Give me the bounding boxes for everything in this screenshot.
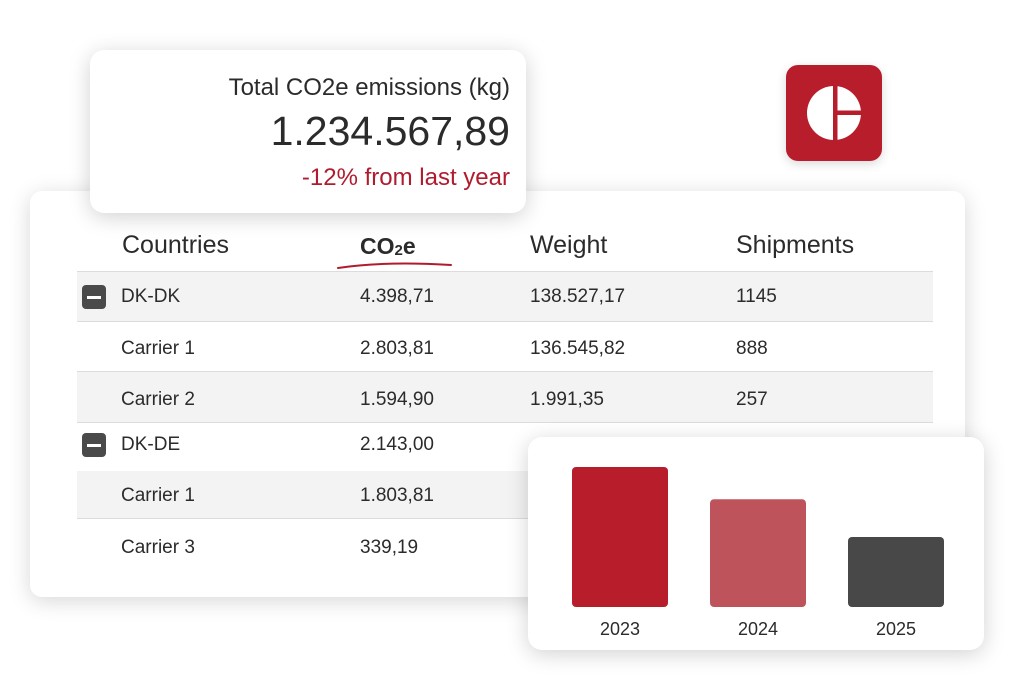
- header-weight[interactable]: Weight: [530, 231, 608, 259]
- table-row[interactable]: Carrier 3 339,19: [77, 519, 933, 569]
- x-tick-label: 2023: [600, 619, 640, 639]
- row-shipments: 888: [736, 338, 768, 359]
- row-name: Carrier 2: [121, 389, 195, 410]
- kpi-value: 1.234.567,89: [270, 108, 510, 154]
- row-co2e: 4.398,71: [360, 286, 434, 307]
- row-co2e: 2.803,81: [360, 338, 434, 359]
- row-name: DK-DK: [121, 286, 181, 307]
- header-shipments[interactable]: Shipments: [736, 231, 855, 259]
- row-weight: 138.527,17: [530, 286, 626, 307]
- row-weight: 1.991,35: [530, 389, 604, 410]
- row-co2e: 2.143,00: [360, 434, 434, 455]
- emissions-table-card: Countries CO2e Weight Shipments DK-DK 4.…: [30, 191, 965, 597]
- collapse-icon[interactable]: [82, 285, 106, 309]
- yearly-emissions-chart: 2023 2024 2025: [528, 437, 984, 650]
- row-co2e: 1.803,81: [360, 485, 434, 506]
- x-tick-label: 2025: [876, 619, 916, 639]
- table-header: Countries CO2e Weight Shipments: [30, 191, 965, 271]
- bar-2023[interactable]: [572, 467, 668, 607]
- row-weight: 136.545,82: [530, 338, 626, 359]
- sort-underline-icon: [337, 262, 452, 269]
- table-row-group[interactable]: DK-DE 2.143,00: [77, 422, 933, 471]
- row-name: Carrier 1: [121, 338, 195, 359]
- collapse-icon[interactable]: [82, 433, 106, 457]
- pie-logo-icon: [786, 65, 882, 161]
- x-tick-label: 2024: [738, 619, 778, 639]
- row-name: DK-DE: [121, 434, 181, 455]
- header-countries[interactable]: Countries: [122, 231, 229, 259]
- kpi-label: Total CO2e emissions (kg): [228, 74, 510, 101]
- row-name: Carrier 3: [121, 537, 195, 558]
- kpi-change: -12% from last year: [301, 164, 510, 191]
- total-emissions-card: Total CO2e emissions (kg) 1.234.567,89 -…: [90, 50, 526, 213]
- row-co2e: 339,19: [360, 537, 419, 558]
- table-row[interactable]: Carrier 1 2.803,81 136.545,82 888: [77, 321, 933, 372]
- bar-chart: 2023 2024 2025: [572, 467, 944, 639]
- bar-2024[interactable]: [710, 499, 806, 607]
- row-name: Carrier 1: [121, 485, 195, 506]
- bar-2025[interactable]: [848, 537, 944, 607]
- table-row[interactable]: Carrier 2 1.594,90 1.991,35 257: [77, 371, 933, 423]
- row-shipments: 257: [736, 389, 768, 410]
- header-co2e[interactable]: CO2e: [360, 233, 416, 259]
- row-co2e: 1.594,90: [360, 389, 434, 410]
- table-row-group[interactable]: DK-DK 4.398,71 138.527,17 1145: [77, 271, 933, 322]
- row-shipments: 1145: [736, 286, 777, 307]
